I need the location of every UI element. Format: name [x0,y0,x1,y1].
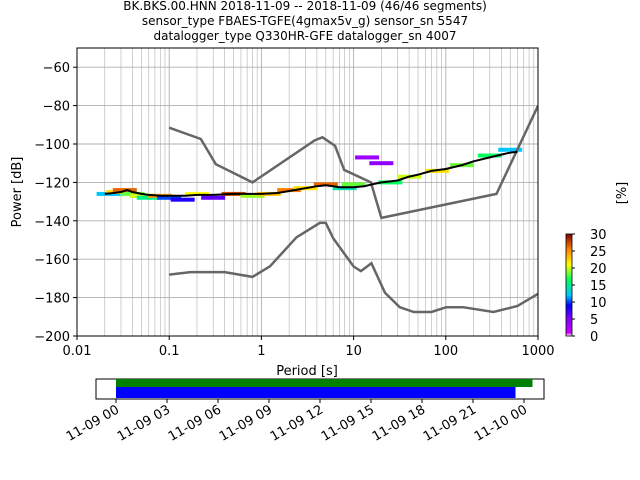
colorbar-tick-label: 20 [590,262,607,277]
colorbar-tick-label: 10 [590,296,607,311]
chart-title: BK.BKS.00.HNN 2018-11-09 -- 2018-11-09 (… [123,0,487,43]
time-tick-label: 11-09 12 [268,402,326,444]
heatmap-cell [201,195,226,200]
heatmap-cell [369,161,394,166]
y-tick-label: −60 [43,61,70,76]
y-tick-label: −140 [34,215,70,230]
colorbar-tick-label: 5 [590,313,598,328]
time-tick-label: 11-09 21 [421,402,479,444]
x-tick-label: 0.01 [63,344,92,359]
low-noise-model-line [169,221,538,314]
segments-lower-bar [116,387,516,398]
y-axis-label: Power [dB] [10,157,25,228]
heatmap-cell [477,153,502,158]
time-tick-label: 11-09 00 [64,402,122,444]
high-noise-model-line [168,105,538,220]
y-tick-label: −100 [34,138,70,153]
colorbar-label: [%] [615,182,630,205]
coverage-bars [116,379,533,398]
psd-lines [104,105,538,314]
time-tick-label: 11-09 18 [370,402,428,444]
heatmap-cell [498,147,523,152]
time-tick-label: 11-09 15 [319,402,377,444]
colorbar-tick-label: 0 [590,330,598,345]
heatmap-cell [341,182,366,187]
heatmap-cell [170,197,195,202]
time-tick-label: 11-09 09 [217,402,275,444]
psd-grid [76,48,538,336]
heatmap-cell [157,195,182,200]
title-line-1: BK.BKS.00.HNN 2018-11-09 -- 2018-11-09 (… [123,0,487,13]
time-tick-label: 11-10 00 [472,402,530,444]
title-line-3: datalogger_type Q330HR-GFE datalogger_sn… [154,29,457,43]
time-tick-label: 11-09 06 [166,402,224,444]
colorbar-gradient [565,233,573,337]
colorbar: 0 5 10 15 20 25 30 [%] [565,182,630,345]
title-line-2: sensor_type FBAES-TGFE(4gmax5v_g) sensor… [142,14,468,28]
segments-upper-bar [116,379,533,387]
x-tick-label: 10 [345,344,362,359]
heatmap-cell [240,193,265,198]
colorbar-tick-label: 25 [590,245,607,260]
colorbar-tick-label: 30 [590,228,607,243]
x-tick-label: 1000 [521,344,554,359]
colorbar-tick-label: 15 [590,279,607,294]
psd-x-ticks: 0.01 0.1 1 10 100 1000 [63,336,555,359]
psd-plot-frame [76,47,539,337]
x-tick-label: 100 [433,344,458,359]
psd-plot: 0.01 0.1 1 10 100 1000 −60 −80 −100 −120 −140 −160… [10,47,555,379]
y-tick-label: −200 [34,330,70,345]
time-tick-label: 11-09 03 [115,402,173,444]
mean-psd-line [104,150,518,197]
y-tick-label: −120 [34,176,70,191]
y-tick-label: −80 [43,100,70,115]
heatmap-cell [355,155,380,160]
x-tick-label: 1 [257,344,265,359]
x-tick-label: 0.1 [159,344,180,359]
psd-y-ticks: −60 −80 −100 −120 −140 −160 −180 −200 [34,61,77,345]
x-axis-label: Period [s] [276,364,338,379]
colorbar-ticks: 0 5 10 15 20 25 30 [572,228,607,345]
y-tick-label: −180 [34,292,70,307]
y-tick-label: −160 [34,253,70,268]
